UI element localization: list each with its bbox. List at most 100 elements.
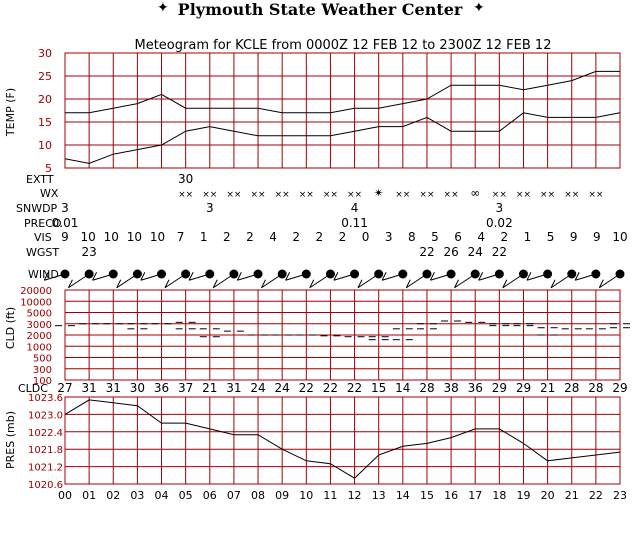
wind-barb-flag [333, 272, 339, 281]
cldc-value: 29 [516, 381, 531, 395]
wind-barb-flag [212, 279, 218, 288]
wx-symbol: ×× [419, 190, 434, 200]
vis-value: 10 [80, 230, 95, 244]
y-tick-label: 1020.6 [28, 480, 63, 491]
wx-symbol: ×× [588, 190, 603, 200]
wx-symbol: ∞ [470, 186, 480, 200]
vis-value: 10 [150, 230, 165, 244]
wx-symbol: ×× [250, 190, 265, 200]
vis-value: 9 [593, 230, 601, 244]
y-tick-label: 5000 [27, 309, 52, 320]
cldc-value: 31 [226, 381, 241, 395]
x-tick-label: 18 [492, 489, 506, 502]
x-tick-label: 05 [179, 489, 193, 502]
header-banner: ✦ Plymouth State Weather Center ✦ [95, 0, 545, 19]
wind-station-dot [84, 269, 94, 279]
x-tick-label: 07 [227, 489, 241, 502]
wind-station-dot [422, 269, 432, 279]
row-label-wgst: WGST [26, 246, 59, 259]
x-tick-label: 03 [130, 489, 144, 502]
wind-station-dot [325, 269, 335, 279]
x-tick-label: 21 [565, 489, 579, 502]
vis-value: 7 [177, 230, 185, 244]
y-tick-label: 20000 [20, 286, 52, 297]
cldc-value: 22 [347, 381, 362, 395]
wx-symbol: ×× [492, 190, 507, 200]
y-tick-label: 10 [38, 139, 52, 152]
vis-value: 2 [246, 230, 254, 244]
vis-value: 2 [223, 230, 231, 244]
snwdp-value: 3 [496, 201, 504, 215]
y-axis-label: PRES (mb) [4, 411, 17, 469]
preco-value: 0.02 [486, 216, 513, 230]
vis-value: 10 [127, 230, 142, 244]
wind-station-dot [543, 269, 553, 279]
y-tick-label: 1023.0 [28, 410, 63, 421]
wind-station-dot [567, 269, 577, 279]
cldc-value: 29 [612, 381, 627, 395]
wind-station-dot [60, 269, 70, 279]
vis-value: 6 [454, 230, 462, 244]
x-tick-label: 11 [323, 489, 337, 502]
vis-value: 5 [547, 230, 555, 244]
wind-station-dot [253, 269, 263, 279]
wx-symbol: ✴ [374, 186, 384, 200]
x-axis: 00 01 02 03 04 05 06 07 08 09 10 11 12 13 14 15 16 17 18 19… [58, 489, 627, 502]
y-tick-label: 1021.2 [28, 463, 63, 474]
wgst-value: 24 [468, 245, 483, 259]
wind-station-dot [301, 269, 311, 279]
cldc-value: 36 [468, 381, 483, 395]
y-axis-label: CLD (ft) [4, 307, 17, 349]
cldc-label: CLDC [18, 382, 48, 395]
row-label-snwdp: SNWDP [16, 202, 58, 215]
y-tick-label: 5 [45, 162, 52, 175]
cldc-value: 38 [443, 381, 458, 395]
wind-station-dot [374, 269, 384, 279]
temperature-series-line [64, 112, 621, 164]
wx-symbol: ×× [395, 190, 410, 200]
hurricane-swirl-icon: ✦ [473, 0, 485, 16]
vis-value: 4 [477, 230, 485, 244]
wind-barb-flag [92, 272, 98, 281]
x-tick-label: 02 [106, 489, 120, 502]
wx-symbol: ×× [178, 190, 193, 200]
y-tick-label: 2000 [27, 331, 52, 342]
wind-barb-flag [261, 279, 266, 288]
cldc-value: 27 [57, 381, 72, 395]
wind-barb-flag [236, 272, 242, 281]
row-label-preco: PRECO [24, 217, 62, 230]
page-title: Plymouth State Weather Center [177, 0, 463, 19]
cldc-value: 28 [588, 381, 603, 395]
wgst-value: 23 [81, 245, 96, 259]
wind-barb-flag [285, 272, 291, 281]
y-tick-label: 100 [33, 376, 52, 387]
wind-barb-flag [188, 272, 194, 281]
wind-station-dot [518, 269, 528, 279]
wind-station-dot [157, 269, 167, 279]
y-tick-label: 1022.4 [28, 428, 63, 439]
pressure-series-line [64, 399, 621, 479]
cldc-value: 21 [202, 381, 217, 395]
wind-barb-flag [381, 272, 387, 281]
wx-symbol: ×× [299, 190, 314, 200]
y-tick-label: 300 [33, 365, 52, 376]
wx-symbol: ×× [226, 190, 241, 200]
wind-barb-flag [502, 279, 508, 288]
wind-barb-flag [550, 279, 556, 288]
x-tick-label: 09 [275, 489, 289, 502]
vis-value: 1 [200, 230, 208, 244]
wx-symbol: ×× [564, 190, 579, 200]
vis-value: 4 [269, 230, 277, 244]
cldc-value: 22 [323, 381, 338, 395]
vis-value: 0 [362, 230, 370, 244]
y-tick-label: 1000 [27, 342, 52, 353]
x-tick-label: 22 [589, 489, 603, 502]
wind-barb-flag [164, 279, 170, 288]
wind-station-dot [446, 269, 456, 279]
x-tick-label: 20 [541, 489, 555, 502]
vis-value: 2 [316, 230, 324, 244]
cldc-value: 31 [106, 381, 121, 395]
wind-station-dot [591, 269, 601, 279]
